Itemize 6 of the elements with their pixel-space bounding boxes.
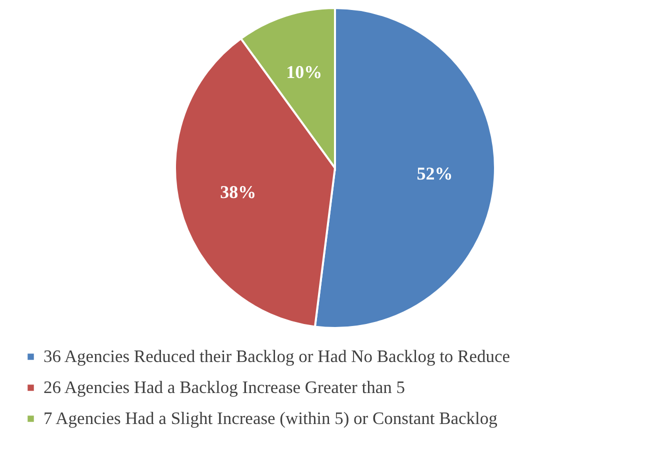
legend-label: 7 Agencies Had a Slight Increase (within 5) or Constant Backlog [44,408,498,428]
data-label: 52% [416,163,453,184]
data-label: 10% [286,62,322,82]
legend-label: 36 Agencies Reduced their Backlog or Had No Backlog to Reduce [44,346,510,366]
data-label: 38% [220,182,256,202]
legend-label: 26 Agencies Had a Backlog Increase Greater than 5 [44,376,406,397]
